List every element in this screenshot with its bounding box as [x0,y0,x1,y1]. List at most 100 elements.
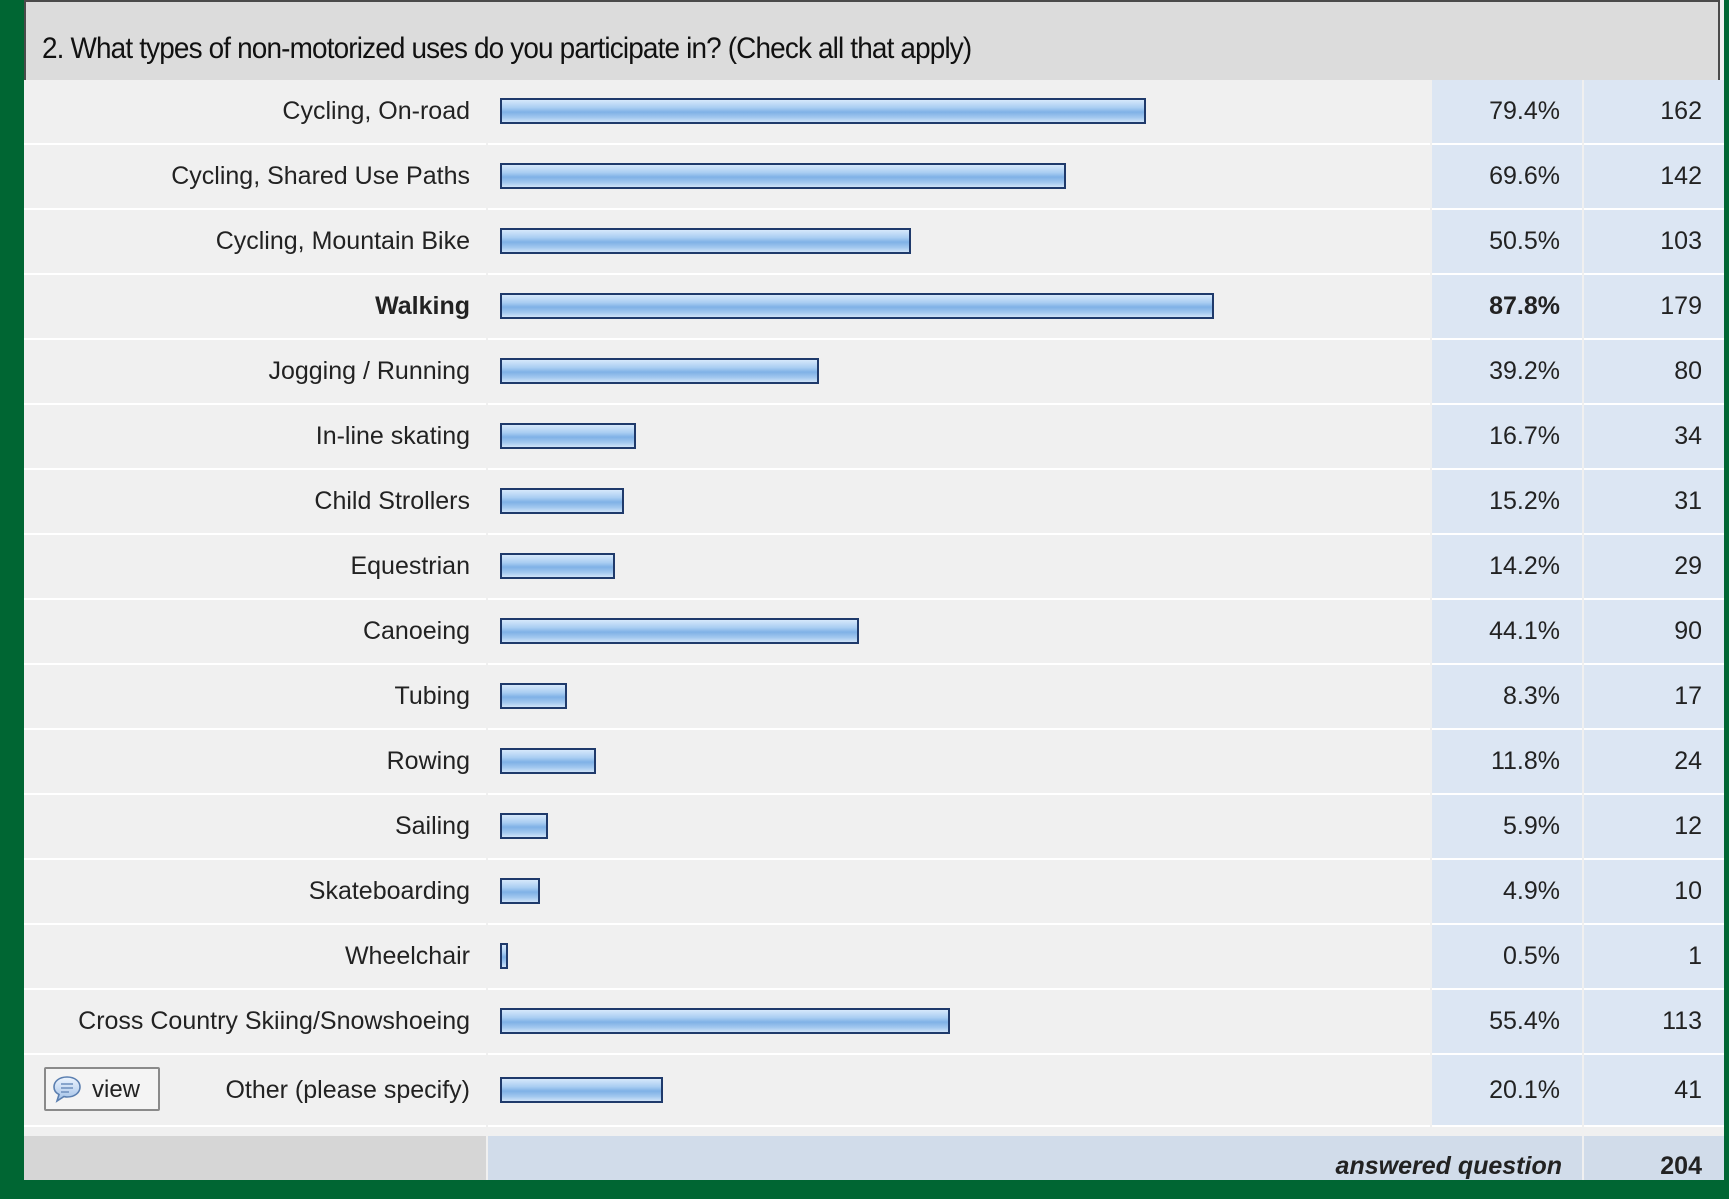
count-cell: 31 [1584,470,1724,535]
row-label-cell: Child Strollers [24,470,486,535]
bar-cell [488,470,1430,535]
percent-cell: 15.2% [1432,470,1582,535]
percent-cell: 50.5% [1432,210,1582,275]
response-count: 41 [1674,1076,1702,1104]
percent-cell: 69.6% [1432,145,1582,210]
response-bar [500,163,1066,189]
response-bar [500,683,568,709]
row-label-cell: Canoeing [24,600,486,665]
count-cell: 1 [1584,925,1724,990]
row-label-cell: Sailing [24,795,486,860]
count-cell: 12 [1584,795,1724,860]
table-row: Rowing 11.8% 24 [24,730,1724,795]
row-label-cell: Wheelchair [24,925,486,990]
bar-cell [488,795,1430,860]
table-row: Cross Country Skiing/Snowshoeing 55.4% 113 [24,990,1724,1055]
row-label-cell: Other (please specify) view [24,1055,486,1127]
response-count: 24 [1674,747,1702,775]
response-percent: 69.6% [1489,162,1560,190]
view-button-label: view [92,1076,141,1103]
response-percent: 11.8% [1490,747,1560,775]
speech-bubble-icon [53,1076,81,1103]
response-count: 31 [1674,487,1702,515]
table-row: Other (please specify) view 20.1% 41 [24,1055,1724,1127]
response-percent: 20.1% [1489,1076,1560,1104]
count-cell: 162 [1584,80,1724,145]
bar-cell [488,1055,1430,1127]
bar-cell [488,600,1430,665]
response-count: 10 [1674,877,1702,905]
percent-cell: 14.2% [1432,535,1582,600]
count-cell: 24 [1584,730,1724,795]
response-bar [500,618,859,644]
row-label-cell: Tubing [24,665,486,730]
response-bar [500,98,1146,124]
category-label: Tubing [394,682,470,710]
answered-question-label: answered question [1335,1152,1562,1180]
bar-cell [488,405,1430,470]
row-label-cell: Jogging / Running [24,340,486,405]
category-label: Wheelchair [344,942,470,970]
category-label: Cycling, On-road [282,97,470,125]
response-count: 179 [1660,292,1702,320]
category-label: Jogging / Running [268,357,470,385]
category-label: In-line skating [315,422,470,450]
row-label-cell: Cycling, On-road [24,80,486,145]
table-row: Sailing 5.9% 12 [24,795,1724,860]
response-percent: 87.8% [1489,292,1560,320]
table-row: Walking 87.8% 179 [24,275,1724,340]
category-label: Child Strollers [314,487,470,515]
response-bar [500,358,819,384]
percent-cell: 0.5% [1432,925,1582,990]
response-percent: 50.5% [1489,227,1560,255]
response-count: 162 [1660,97,1702,125]
response-count: 12 [1674,812,1702,840]
response-percent: 14.2% [1489,552,1560,580]
count-cell: 41 [1584,1055,1724,1127]
bar-cell [488,145,1430,210]
percent-cell: 39.2% [1432,340,1582,405]
table-row: In-line skating 16.7% 34 [24,405,1724,470]
category-label: Sailing [394,812,470,840]
row-label-cell: Rowing [24,730,486,795]
response-percent: 39.2% [1489,357,1560,385]
question-title: 2. What types of non-motorized uses do y… [42,32,972,65]
count-cell: 29 [1584,535,1724,600]
response-bar [500,1077,664,1103]
response-bar [500,553,616,579]
response-bar [500,488,624,514]
table-row: Equestrian 14.2% 29 [24,535,1724,600]
count-cell: 80 [1584,340,1724,405]
count-cell: 17 [1584,665,1724,730]
percent-cell: 87.8% [1432,275,1582,340]
bar-cell [488,730,1430,795]
footer-label-cell: answered question [488,1136,1582,1180]
bar-cell [488,340,1430,405]
response-percent: 16.7% [1489,422,1560,450]
view-other-responses-button[interactable]: view [44,1067,160,1111]
row-label-cell: Equestrian [24,535,486,600]
table-row: Canoeing 44.1% 90 [24,600,1724,665]
response-bar [500,293,1214,319]
bar-cell [488,925,1430,990]
response-percent: 79.4% [1489,97,1560,125]
response-count: 29 [1674,552,1702,580]
response-percent: 44.1% [1489,617,1560,645]
percent-cell: 4.9% [1432,860,1582,925]
row-label-cell: Cycling, Mountain Bike [24,210,486,275]
response-count: 17 [1674,682,1702,710]
answered-question-count: 204 [1660,1152,1702,1180]
table-row: Tubing 8.3% 17 [24,665,1724,730]
count-cell: 10 [1584,860,1724,925]
bar-cell [488,275,1430,340]
response-percent: 15.2% [1489,487,1560,515]
count-cell: 179 [1584,275,1724,340]
count-cell: 103 [1584,210,1724,275]
question-header: 2. What types of non-motorized uses do y… [24,0,1720,80]
category-label: Cycling, Shared Use Paths [171,162,470,190]
table-row: Cycling, Mountain Bike 50.5% 103 [24,210,1724,275]
count-cell: 34 [1584,405,1724,470]
row-label-cell: Skateboarding [24,860,486,925]
table-row: Wheelchair 0.5% 1 [24,925,1724,990]
response-bar [500,943,508,969]
